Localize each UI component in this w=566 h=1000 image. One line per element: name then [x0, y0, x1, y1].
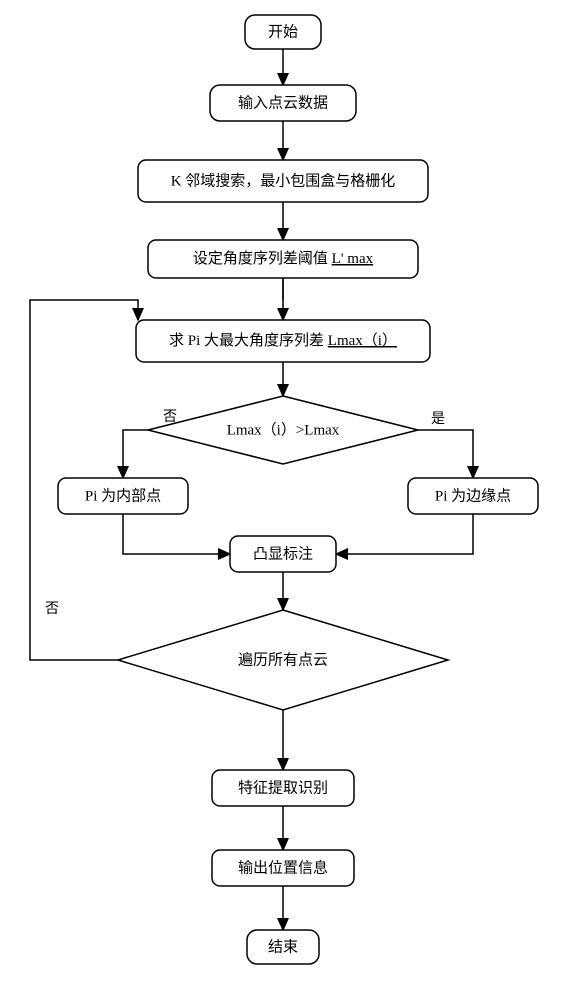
node-decision2-label: 遍历所有点云 — [238, 651, 328, 668]
branch-label-no1: 否 — [163, 410, 177, 425]
node-feature: 特征提取识别 — [212, 770, 354, 806]
node-decision2: 遍历所有点云 — [118, 610, 448, 710]
node-input-label: 输入点云数据 — [238, 94, 328, 111]
node-start-label: 开始 — [268, 23, 298, 40]
e-edge-merge — [336, 514, 473, 554]
node-decision1-label: Lmax（i）>Lmax — [227, 421, 340, 438]
node-compute: 求 Pi 大最大角度序列差 Lmax（i） — [136, 320, 430, 362]
node-highlight: 凸显标注 — [230, 536, 336, 572]
node-setthresh: 设定角度序列差阈值 L' max — [148, 240, 418, 278]
node-decision1: Lmax（i）>Lmax — [148, 396, 418, 464]
node-ksearch-label: K 邻域搜索，最小包围盒与格栅化 — [171, 172, 396, 189]
node-output-label: 输出位置信息 — [238, 859, 328, 876]
node-start: 开始 — [245, 15, 321, 49]
branch-label-no2: 否 — [45, 602, 59, 617]
flowchart-diagram: 开始输入点云数据 K 邻域搜索，最小包围盒与格栅化设定角度序列差阈值 L' max… — [0, 0, 566, 1000]
node-output: 输出位置信息 — [212, 850, 354, 886]
node-input: 输入点云数据 — [210, 85, 356, 121]
node-internalpt: Pi 为内部点 — [58, 478, 188, 514]
node-end: 结束 — [247, 930, 319, 964]
node-ksearch: K 邻域搜索，最小包围盒与格栅化 — [138, 160, 428, 202]
node-edgept-label: Pi 为边缘点 — [435, 487, 511, 504]
node-compute-label: 求 Pi 大最大角度序列差 Lmax（i） — [169, 332, 397, 349]
node-internalpt-label: Pi 为内部点 — [85, 487, 161, 504]
node-feature-label: 特征提取识别 — [238, 779, 328, 796]
node-end-label: 结束 — [268, 938, 298, 955]
nodes-layer: 开始输入点云数据 K 邻域搜索，最小包围盒与格栅化设定角度序列差阈值 L' max… — [58, 15, 538, 964]
e-d1-yes — [418, 430, 473, 478]
e-internal-merge — [123, 514, 230, 554]
node-highlight-label: 凸显标注 — [253, 545, 313, 562]
branch-label-yes1: 是 — [431, 412, 445, 427]
e-d1-no — [123, 430, 148, 478]
node-setthresh-label: 设定角度序列差阈值 L' max — [193, 250, 374, 267]
node-edgept: Pi 为边缘点 — [408, 478, 538, 514]
